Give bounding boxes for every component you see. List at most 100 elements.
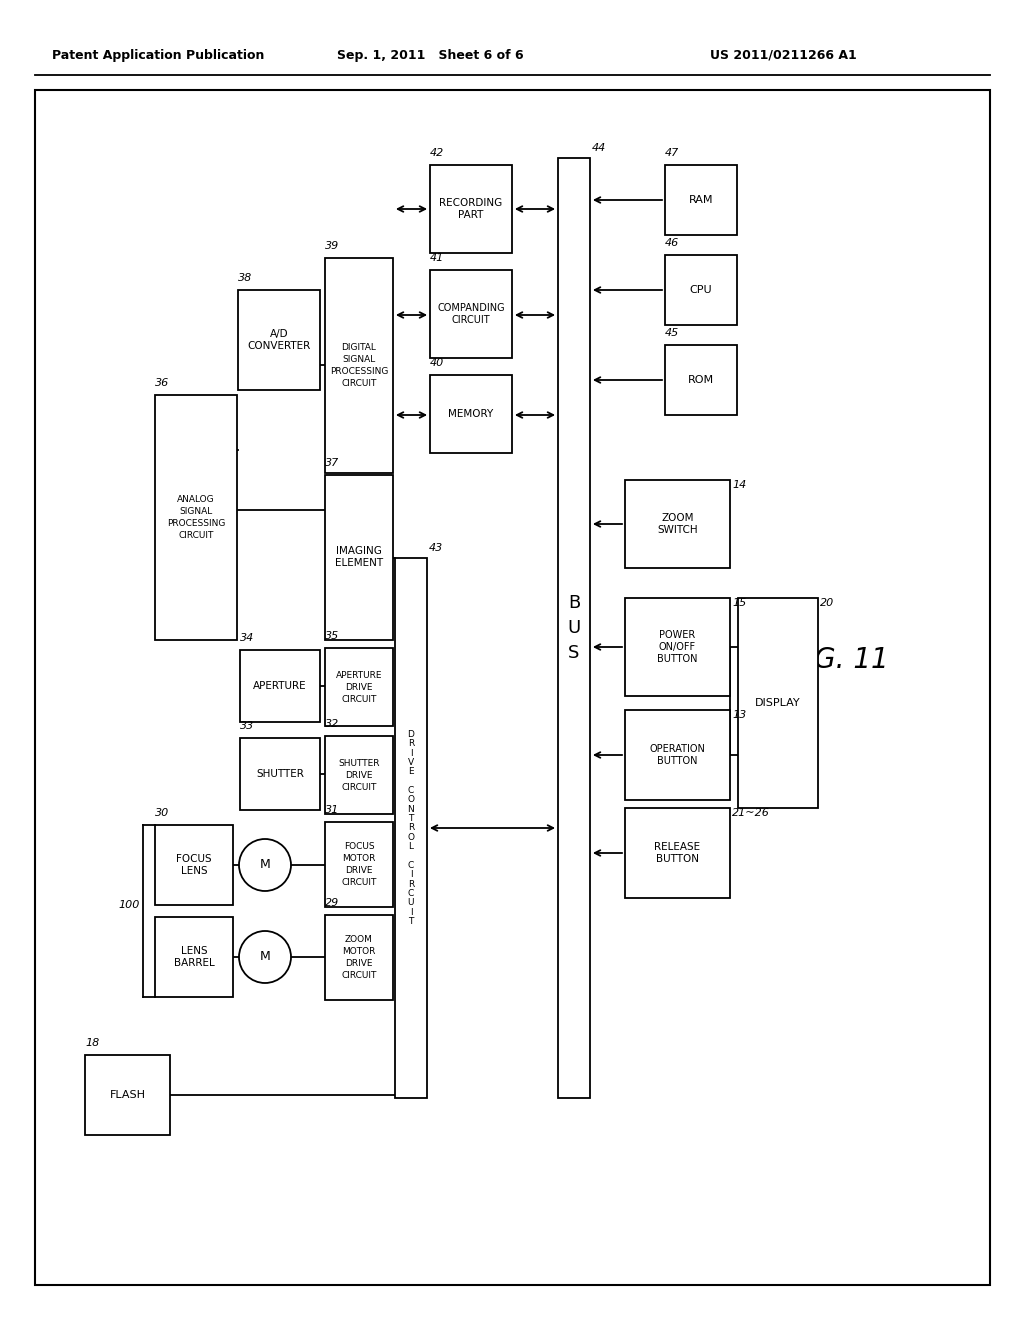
- Text: RECORDING: RECORDING: [439, 198, 503, 209]
- Text: POWER: POWER: [659, 630, 695, 640]
- Text: MOTOR: MOTOR: [342, 854, 376, 863]
- Bar: [155, 825, 233, 906]
- Text: FLASH: FLASH: [110, 1090, 145, 1100]
- Text: 39: 39: [325, 242, 339, 251]
- Text: ROM: ROM: [688, 375, 714, 385]
- Text: CPU: CPU: [690, 285, 713, 294]
- Bar: [155, 917, 233, 997]
- Text: ANALOG: ANALOG: [177, 495, 215, 504]
- Bar: [325, 475, 393, 640]
- Text: 21~26: 21~26: [732, 808, 770, 818]
- Text: SHUTTER: SHUTTER: [338, 759, 380, 767]
- Text: BARREL: BARREL: [174, 958, 214, 968]
- Bar: [625, 710, 730, 800]
- Text: Patent Application Publication: Patent Application Publication: [52, 49, 264, 62]
- Text: A/D: A/D: [269, 329, 289, 339]
- Text: DRIVE: DRIVE: [345, 771, 373, 780]
- Text: PART: PART: [459, 210, 483, 220]
- Text: COMPANDING: COMPANDING: [437, 304, 505, 313]
- Text: 47: 47: [665, 148, 679, 158]
- Text: BUTTON: BUTTON: [657, 653, 697, 664]
- Text: Sep. 1, 2011   Sheet 6 of 6: Sep. 1, 2011 Sheet 6 of 6: [337, 49, 523, 62]
- Text: US 2011/0211266 A1: US 2011/0211266 A1: [710, 49, 857, 62]
- Circle shape: [239, 840, 291, 891]
- Text: LENS: LENS: [180, 866, 207, 876]
- Text: MEMORY: MEMORY: [449, 409, 494, 418]
- Text: DIGITAL: DIGITAL: [342, 343, 377, 352]
- Bar: [395, 558, 427, 1098]
- Text: PROCESSING: PROCESSING: [330, 367, 388, 376]
- Text: RAM: RAM: [689, 195, 714, 205]
- Bar: [665, 165, 737, 235]
- Text: CIRCUIT: CIRCUIT: [452, 315, 490, 325]
- Bar: [430, 271, 512, 358]
- Bar: [625, 808, 730, 898]
- Text: 36: 36: [155, 378, 169, 388]
- Text: 44: 44: [592, 143, 606, 153]
- Bar: [85, 1055, 170, 1135]
- Text: 15: 15: [732, 598, 746, 609]
- Text: D
R
I
V
E
 
C
O
N
T
R
O
L
 
C
I
R
C
U
I
T: D R I V E C O N T R O L C I R C U I T: [408, 730, 415, 927]
- Bar: [325, 648, 393, 726]
- Bar: [325, 257, 393, 473]
- Text: DISPLAY: DISPLAY: [755, 698, 801, 708]
- Text: 31: 31: [325, 805, 339, 814]
- Text: SIGNAL: SIGNAL: [179, 507, 213, 516]
- Bar: [240, 649, 319, 722]
- Text: DRIVE: DRIVE: [345, 866, 373, 875]
- Text: FIG. 11: FIG. 11: [790, 645, 889, 675]
- Text: 32: 32: [325, 719, 339, 729]
- Bar: [430, 375, 512, 453]
- Text: DRIVE: DRIVE: [345, 682, 373, 692]
- Text: CIRCUIT: CIRCUIT: [341, 878, 377, 887]
- Text: ZOOM: ZOOM: [345, 935, 373, 944]
- Bar: [325, 737, 393, 814]
- Bar: [155, 395, 237, 640]
- Text: SIGNAL: SIGNAL: [342, 355, 376, 364]
- Bar: [558, 158, 590, 1098]
- Text: 34: 34: [240, 634, 254, 643]
- Text: CIRCUIT: CIRCUIT: [178, 531, 214, 540]
- Text: BUTTON: BUTTON: [656, 854, 699, 865]
- Text: 38: 38: [238, 273, 252, 282]
- Bar: [625, 598, 730, 696]
- Text: 20: 20: [820, 598, 835, 609]
- Text: FOCUS: FOCUS: [344, 842, 375, 851]
- Text: DRIVE: DRIVE: [345, 960, 373, 968]
- Text: RELEASE: RELEASE: [654, 842, 700, 851]
- Circle shape: [239, 931, 291, 983]
- Text: 46: 46: [665, 238, 679, 248]
- Text: FOCUS: FOCUS: [176, 854, 212, 865]
- Text: CIRCUIT: CIRCUIT: [341, 379, 377, 388]
- Text: CIRCUIT: CIRCUIT: [341, 694, 377, 704]
- Text: 33: 33: [240, 721, 254, 731]
- Text: 35: 35: [325, 631, 339, 642]
- Bar: [240, 738, 319, 810]
- Text: 18: 18: [85, 1038, 99, 1048]
- Text: 30: 30: [155, 808, 169, 818]
- Bar: [430, 165, 512, 253]
- Text: APERTURE: APERTURE: [253, 681, 307, 690]
- Text: 40: 40: [430, 358, 444, 368]
- Text: CIRCUIT: CIRCUIT: [341, 783, 377, 792]
- Text: 14: 14: [732, 480, 746, 490]
- Bar: [325, 822, 393, 907]
- Text: PROCESSING: PROCESSING: [167, 519, 225, 528]
- Text: LENS: LENS: [180, 946, 207, 956]
- Text: 13: 13: [732, 710, 746, 719]
- Bar: [625, 480, 730, 568]
- Text: B
U
S: B U S: [567, 594, 581, 663]
- Bar: [238, 290, 319, 389]
- Bar: [325, 915, 393, 1001]
- Text: BUTTON: BUTTON: [657, 756, 697, 766]
- Text: 100: 100: [119, 900, 140, 909]
- Text: APERTURE: APERTURE: [336, 671, 382, 680]
- Bar: [738, 598, 818, 808]
- Text: M: M: [260, 950, 270, 964]
- Text: 37: 37: [325, 458, 339, 469]
- Text: 29: 29: [325, 898, 339, 908]
- Text: SWITCH: SWITCH: [657, 525, 697, 535]
- Text: 45: 45: [665, 327, 679, 338]
- Text: 43: 43: [429, 543, 443, 553]
- Bar: [665, 345, 737, 414]
